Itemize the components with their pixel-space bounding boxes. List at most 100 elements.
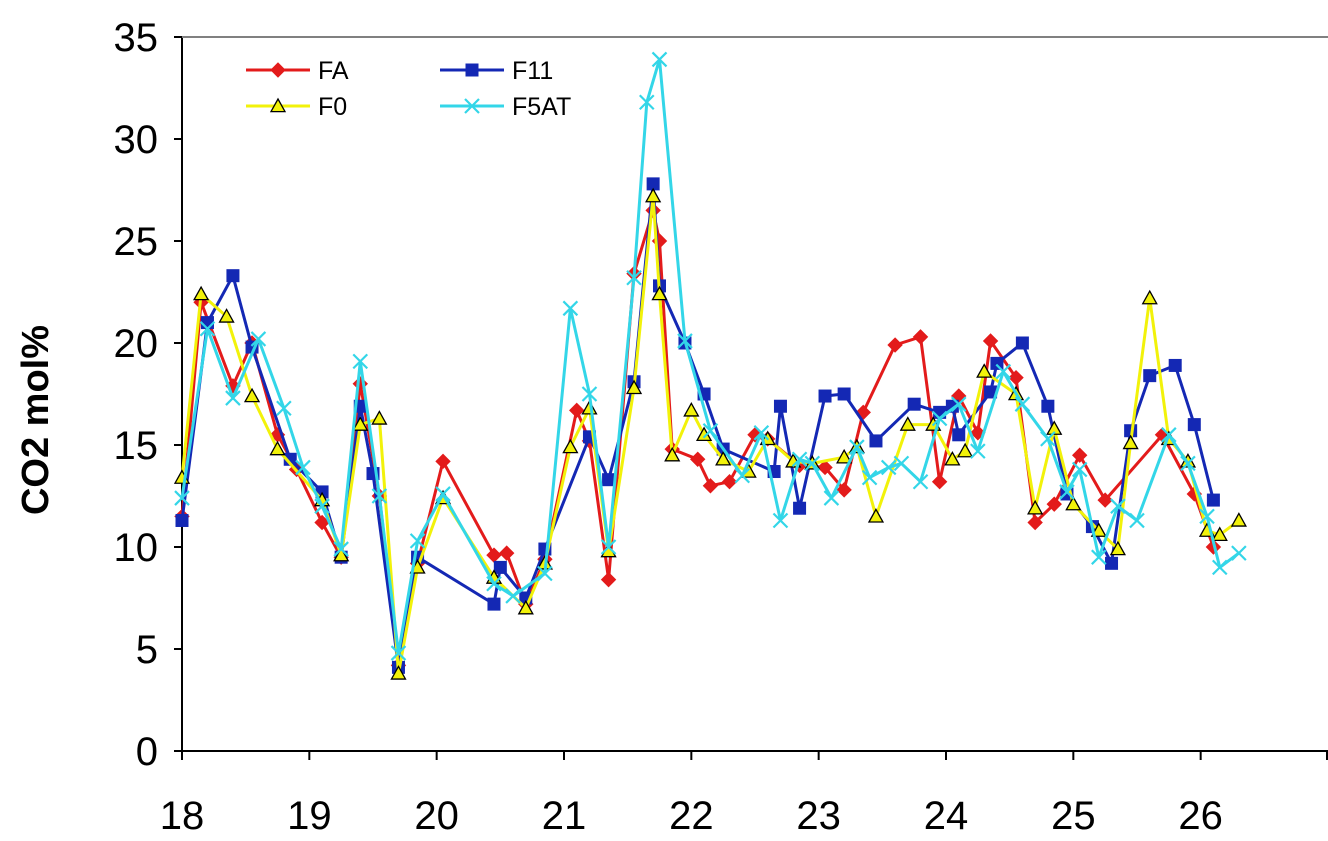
series-f5at xyxy=(174,51,1247,661)
data-point-f11 xyxy=(1015,336,1029,350)
data-point-f0 xyxy=(1065,495,1082,511)
legend-item-f0: F0 xyxy=(246,93,347,121)
data-point-f0 xyxy=(352,416,369,431)
chart-legend: FA F11 F0 F5AT xyxy=(246,57,571,121)
marker-stroke xyxy=(390,645,407,661)
data-point-f11 xyxy=(1168,358,1182,372)
marker-stroke xyxy=(333,541,349,557)
data-point-f11 xyxy=(200,316,214,330)
marker-stroke xyxy=(537,565,553,582)
data-point-f11 xyxy=(1187,418,1201,432)
data-point-f0 xyxy=(715,450,732,466)
data-point-f5at xyxy=(295,459,311,476)
data-point-f0 xyxy=(625,379,643,395)
x-tick-label: 22 xyxy=(669,794,714,838)
marker-stroke xyxy=(1199,508,1215,525)
marker-stroke xyxy=(1129,512,1145,529)
legend-label: F0 xyxy=(318,93,347,121)
data-point-f5at xyxy=(225,390,241,406)
data-point-f0 xyxy=(651,285,668,301)
marker-stroke xyxy=(1180,455,1196,472)
data-point-f11 xyxy=(493,560,507,574)
data-point-f0 xyxy=(867,508,885,523)
marker-stroke xyxy=(1161,427,1177,443)
marker-stroke xyxy=(199,320,216,337)
marker-stroke xyxy=(225,390,241,406)
x-tick-label: 24 xyxy=(924,794,969,838)
x-tick-label: 20 xyxy=(414,794,459,838)
data-point-f5at xyxy=(371,488,388,504)
data-point-f5at xyxy=(600,539,617,555)
data-point-f5at xyxy=(849,439,865,455)
data-point-f5at xyxy=(537,565,553,582)
x-tick-label: 23 xyxy=(796,794,841,838)
data-point-f11 xyxy=(1206,493,1220,507)
data-point-f0 xyxy=(944,450,961,466)
data-point-f5at xyxy=(199,320,216,337)
marker-stroke xyxy=(734,467,751,484)
marker-stroke xyxy=(1014,396,1031,412)
marker-stroke xyxy=(562,300,579,317)
data-point-f11 xyxy=(990,356,1004,370)
data-point-f0 xyxy=(899,416,916,431)
data-point-f0 xyxy=(1109,540,1127,556)
marker-stroke xyxy=(600,539,617,555)
data-point-fa xyxy=(600,571,617,588)
marker-stroke xyxy=(1211,559,1228,576)
data-point-f5at xyxy=(931,410,948,427)
data-point-f5at xyxy=(505,588,521,604)
legend-label: FA xyxy=(318,57,349,85)
marker-stroke xyxy=(1231,545,1247,561)
marker-stroke xyxy=(1091,549,1107,565)
marker-stroke xyxy=(174,490,190,506)
marker-stroke xyxy=(1059,484,1075,500)
data-point-f0 xyxy=(836,448,853,464)
marker-stroke xyxy=(702,422,719,439)
data-point-fa xyxy=(689,451,706,467)
marker-stroke xyxy=(651,51,668,68)
data-point-f5at xyxy=(1180,455,1196,472)
marker-stroke xyxy=(435,486,451,502)
data-point-f11 xyxy=(602,473,616,487)
marker-stroke xyxy=(626,269,642,286)
x-tick-label: 18 xyxy=(160,794,205,838)
marker-stroke xyxy=(950,396,967,412)
marker-stroke xyxy=(250,331,267,347)
y-tick-label: 20 xyxy=(114,322,159,366)
data-point-f5at xyxy=(1199,508,1215,525)
data-point-f5at xyxy=(174,490,190,506)
marker-stroke xyxy=(638,94,655,111)
marker-stroke xyxy=(371,488,388,504)
data-point-f5at xyxy=(1161,427,1177,443)
legend-item-fa: FA xyxy=(246,57,349,85)
data-point-f5at xyxy=(880,459,897,476)
y-tick-label: 10 xyxy=(114,526,159,570)
data-point-fa xyxy=(912,329,929,345)
data-point-f5at xyxy=(486,575,502,592)
legend-label: F5AT xyxy=(512,93,571,121)
marker-stroke xyxy=(505,588,521,604)
data-point-f0 xyxy=(192,285,210,301)
data-point-fa xyxy=(486,547,502,563)
marker-stroke xyxy=(409,533,426,549)
data-point-f11 xyxy=(773,399,787,413)
marker-stroke xyxy=(849,439,865,455)
marker-stroke xyxy=(1110,498,1126,514)
data-point-f5at xyxy=(1071,461,1088,478)
legend-label: F11 xyxy=(512,57,553,85)
data-point-fa xyxy=(569,402,585,419)
data-point-f5at xyxy=(626,269,642,286)
data-point-fa xyxy=(498,545,515,561)
data-point-fa xyxy=(817,459,833,476)
data-point-f0 xyxy=(1122,434,1139,450)
data-point-f5at xyxy=(1040,431,1056,447)
data-point-f11 xyxy=(818,389,832,403)
series-line-fa xyxy=(180,208,1215,667)
y-axis-title: CO2 mol% xyxy=(15,325,57,515)
data-point-f11 xyxy=(487,597,501,611)
data-point-f0 xyxy=(1046,420,1063,435)
data-point-f5at xyxy=(734,467,751,484)
data-point-f11 xyxy=(869,434,883,448)
data-point-f5at xyxy=(581,386,598,402)
